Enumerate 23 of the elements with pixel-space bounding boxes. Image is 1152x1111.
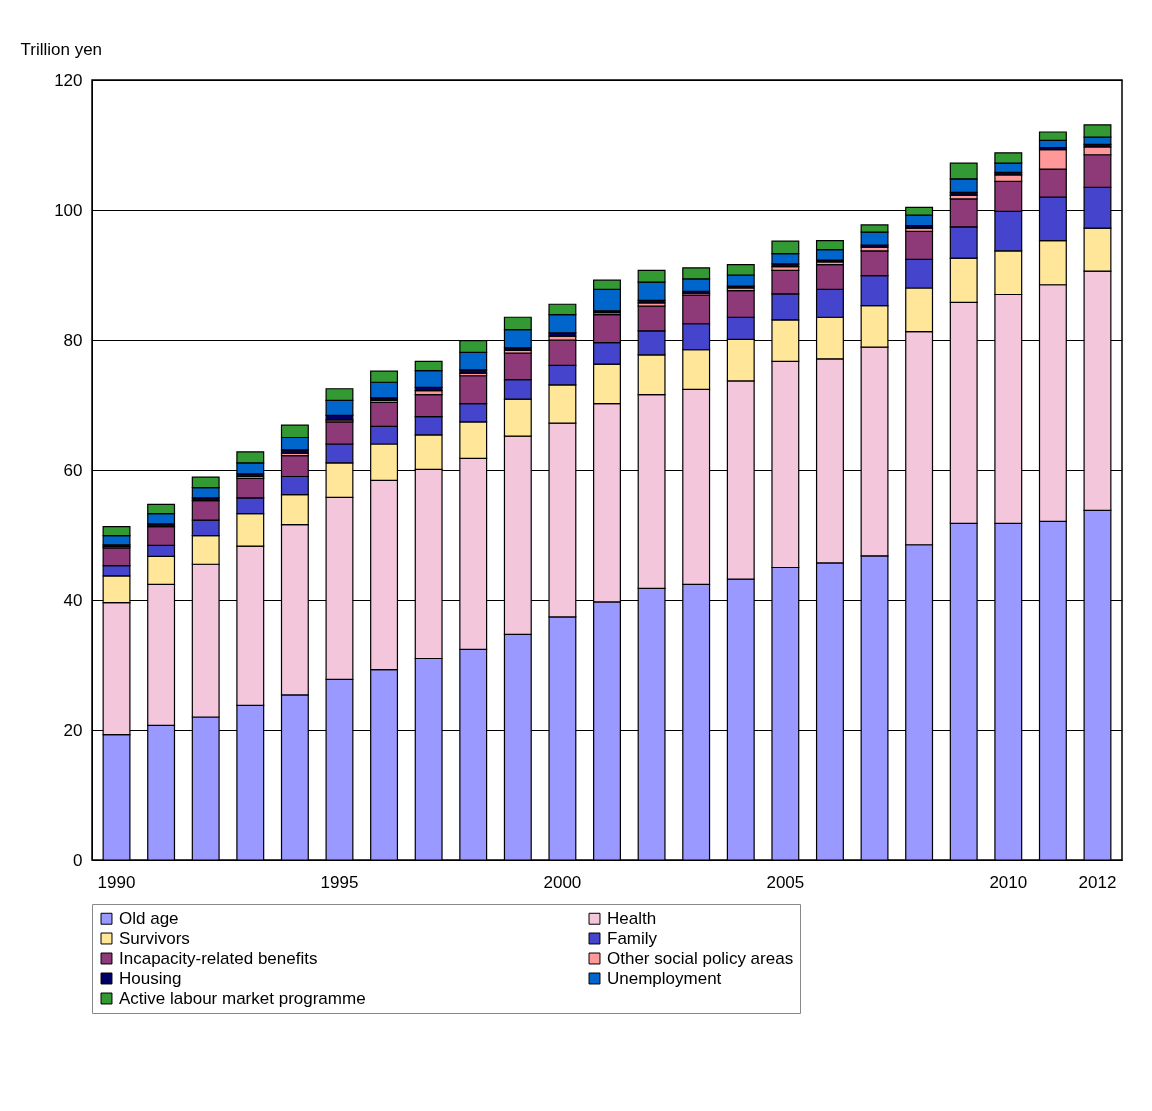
legend-label: Housing [119,968,182,988]
y-tick-label: 120 [54,70,83,90]
x-tick-label: 1995 [320,872,359,892]
y-tick-label: 80 [63,330,83,350]
legend-label: Other social policy areas [607,948,794,968]
legend-label: Active labour market programme [119,988,366,1008]
x-tick-label: 1990 [97,872,136,892]
y-tick-label: 40 [63,590,83,610]
x-tick-label: 2005 [766,872,805,892]
legend-label: Old age [119,908,179,928]
legend-label: Incapacity-related benefits [119,948,318,968]
y-axis-title: Trillion yen [20,39,103,59]
x-tick-label: 2000 [543,872,582,892]
y-tick-label: 20 [63,720,83,740]
x-tick-label: 2010 [989,872,1028,892]
legend-label: Survivors [119,928,190,948]
legend-label: Family [607,928,658,948]
y-tick-label: 0 [73,850,83,870]
y-tick-label: 60 [63,460,83,480]
x-tick-label: 2012 [1078,872,1117,892]
legend-label: Health [607,908,657,928]
y-tick-label: 100 [54,200,83,220]
legend-label: Unemployment [607,968,722,988]
